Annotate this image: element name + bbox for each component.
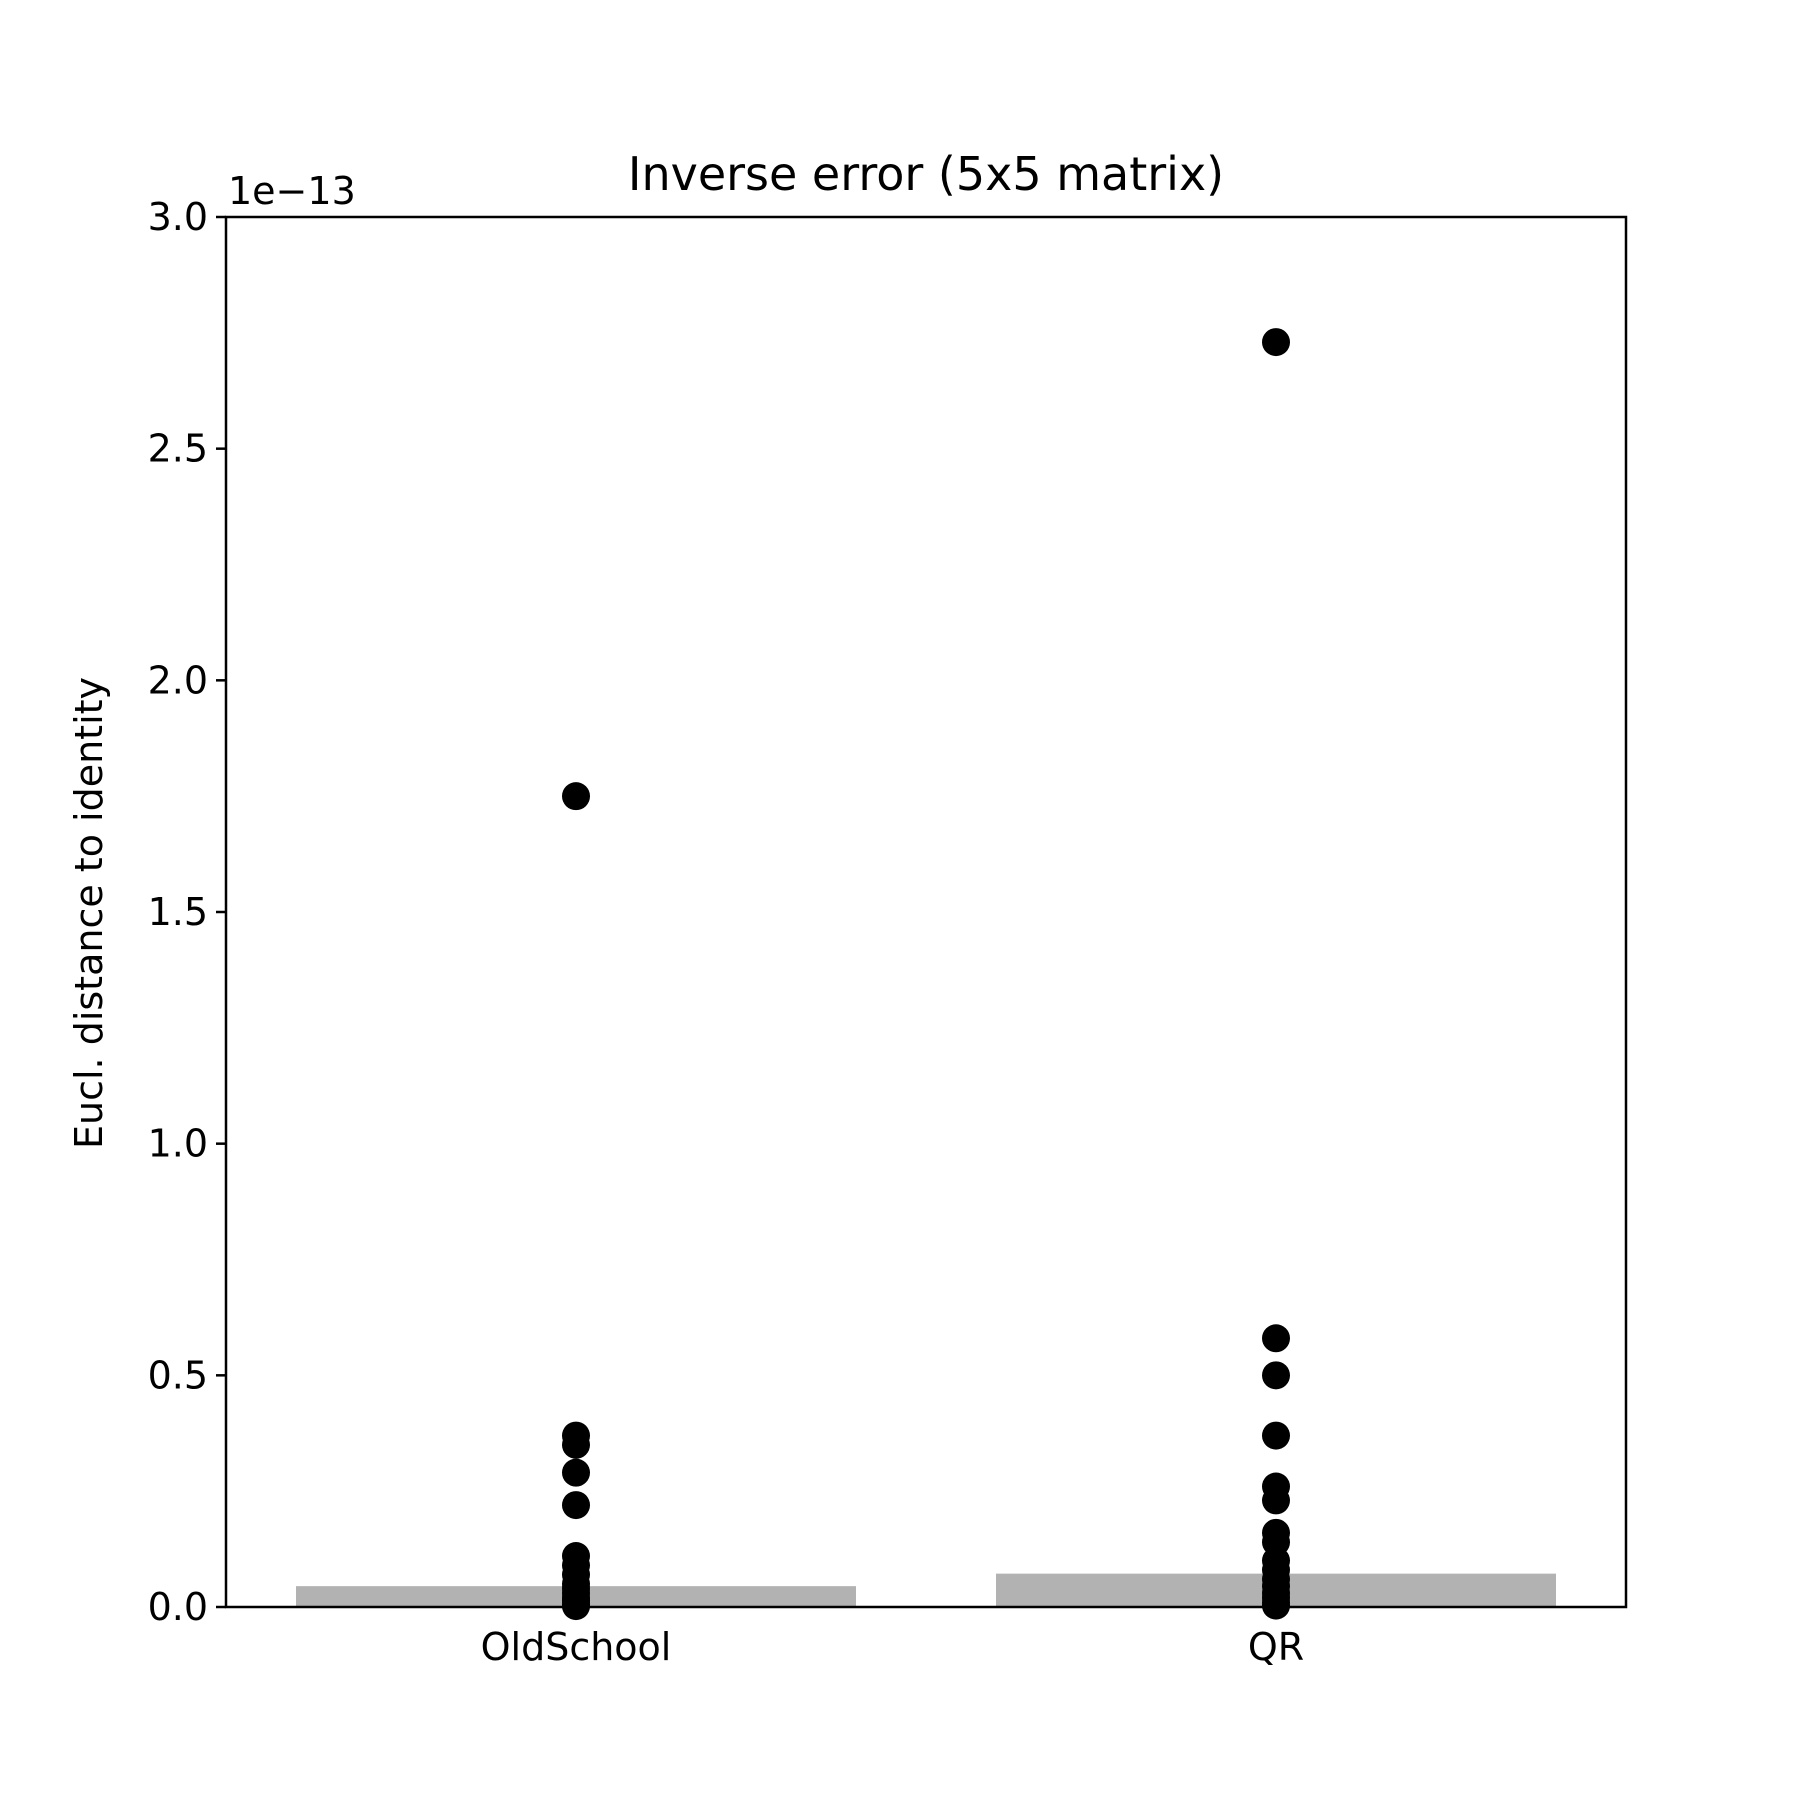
y-tick-label: 1.5: [148, 890, 208, 934]
y-tick-label: 0.0: [148, 1585, 208, 1629]
data-point: [562, 782, 590, 811]
y-tick-label: 0.5: [148, 1353, 208, 1397]
x-ticks: OldSchool QR: [481, 1607, 1304, 1669]
x-tick-label-qr: QR: [1248, 1625, 1304, 1669]
y-offset-label: 1e−13: [228, 169, 356, 213]
data-point: [1262, 1361, 1290, 1390]
y-tick-label: 3.0: [148, 195, 208, 239]
points-layer: [562, 328, 1290, 1621]
data-point: [1262, 328, 1290, 357]
chart-title: Inverse error (5x5 matrix): [628, 147, 1224, 201]
data-point: [562, 1491, 590, 1520]
y-ticks: 0.0 0.5 1.0 1.5 2.0 2.5 3.0: [148, 195, 226, 1629]
y-tick-label: 2.0: [148, 658, 208, 702]
data-point: [1262, 1421, 1290, 1450]
data-point: [562, 1430, 590, 1459]
plot-frame: [224, 215, 1628, 1609]
y-tick-label: 1.0: [148, 1122, 208, 1166]
x-tick-label-oldschool: OldSchool: [481, 1625, 672, 1669]
data-point: [1262, 1591, 1290, 1620]
data-point: [1262, 1324, 1290, 1353]
y-tick-label: 2.5: [148, 427, 208, 471]
bars-layer: [296, 1573, 1556, 1607]
data-point: [1262, 1486, 1290, 1515]
data-point: [562, 1458, 590, 1487]
y-axis-label: Eucl. distance to identity: [67, 677, 111, 1149]
